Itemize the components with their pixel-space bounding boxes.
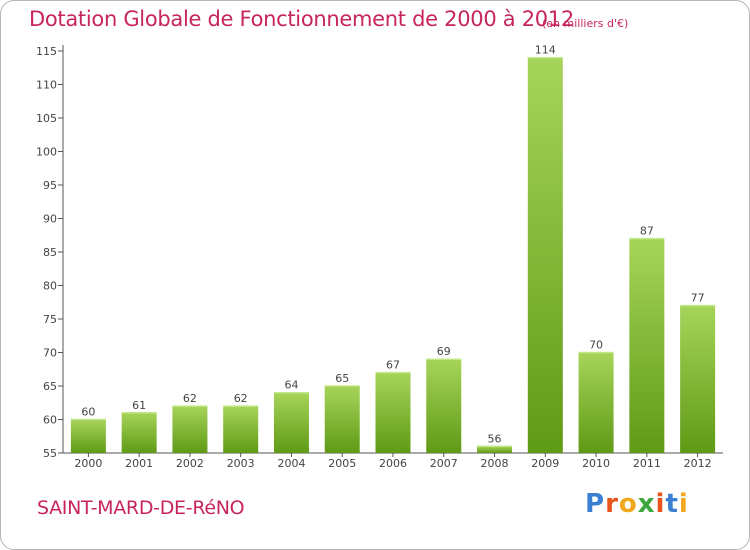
x-tick-label: 2008 [481, 457, 509, 470]
bar-2006 [375, 372, 411, 453]
bar-value-label: 62 [183, 392, 197, 405]
bar-value-label: 64 [284, 379, 298, 392]
y-tick-label: 80 [43, 280, 57, 293]
y-tick-label: 75 [43, 313, 57, 326]
bar-2003 [223, 406, 259, 453]
bar-2008 [477, 446, 513, 453]
x-tick-label: 2002 [176, 457, 204, 470]
logo-letter: P [585, 489, 606, 519]
bar-2007 [426, 359, 462, 453]
x-tick-label: 2010 [582, 457, 610, 470]
y-tick-label: 70 [43, 347, 57, 360]
x-tick-label: 2011 [633, 457, 661, 470]
x-tick-label: 2003 [227, 457, 255, 470]
x-tick-label: 2006 [379, 457, 407, 470]
chart-title: Dotation Globale de Fonctionnement de 20… [29, 7, 574, 31]
y-tick-label: 65 [43, 380, 57, 393]
logo-letter: o [618, 489, 638, 519]
bar-2005 [324, 386, 360, 453]
y-tick-label: 60 [43, 414, 57, 427]
bar-2001 [121, 412, 157, 453]
y-tick-label: 100 [36, 146, 57, 159]
logo-letter: t [665, 489, 679, 519]
bar-value-label: 62 [234, 392, 248, 405]
x-tick-label: 2005 [328, 457, 356, 470]
y-tick-label: 90 [43, 213, 57, 226]
bar-2011 [629, 238, 665, 453]
bar-value-label: 114 [535, 44, 556, 57]
proxiti-logo[interactable]: Proxiti [585, 489, 689, 519]
bar-value-label: 77 [691, 292, 705, 305]
x-tick-label: 2007 [430, 457, 458, 470]
bar-2012 [680, 305, 716, 453]
bar-2009 [527, 57, 563, 453]
x-tick-label: 2001 [125, 457, 153, 470]
y-tick-label: 110 [36, 79, 57, 92]
bar-value-label: 69 [437, 345, 451, 358]
bar-value-label: 60 [81, 406, 95, 419]
bar-value-label: 65 [335, 372, 349, 385]
logo-letter: i [678, 489, 689, 519]
y-tick-label: 85 [43, 246, 57, 259]
x-tick-label: 2000 [74, 457, 102, 470]
logo-letter: r [605, 489, 619, 519]
logo-letter: x [637, 489, 656, 519]
bar-2002 [172, 406, 208, 453]
x-tick-label: 2004 [277, 457, 305, 470]
x-tick-label: 2012 [684, 457, 712, 470]
bar-2010 [578, 352, 614, 453]
y-tick-label: 95 [43, 179, 57, 192]
y-tick-label: 55 [43, 447, 57, 460]
bar-value-label: 56 [488, 432, 502, 445]
y-tick-label: 105 [36, 112, 57, 125]
city-name: SAINT-MARD-DE-RéNO [37, 497, 245, 519]
bar-2000 [70, 419, 106, 453]
logo-letter: i [655, 489, 666, 519]
x-tick-label: 2009 [531, 457, 559, 470]
bar-value-label: 87 [640, 225, 654, 238]
bar-2004 [273, 392, 309, 453]
bar-value-label: 70 [589, 339, 603, 352]
y-tick-label: 115 [36, 45, 57, 58]
chart-subtitle: (en milliers d'€) [542, 17, 629, 30]
bar-value-label: 61 [132, 399, 146, 412]
bar-value-label: 67 [386, 359, 400, 372]
